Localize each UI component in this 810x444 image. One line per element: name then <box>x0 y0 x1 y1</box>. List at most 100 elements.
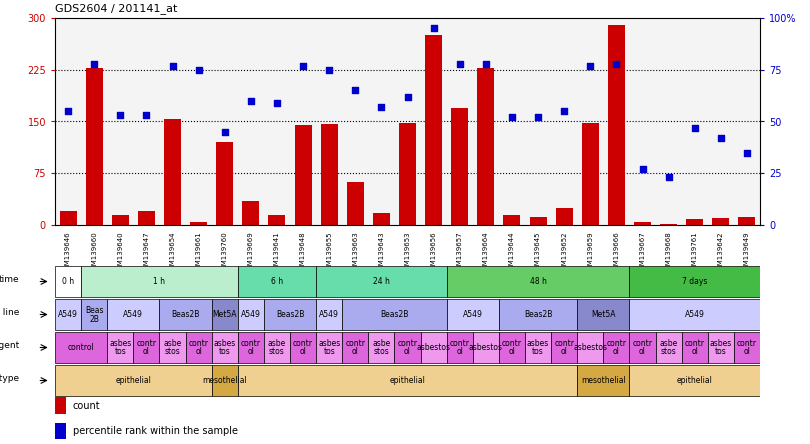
Text: time: time <box>0 275 19 284</box>
Bar <box>112 214 129 225</box>
Bar <box>211 299 238 330</box>
Text: control: control <box>68 343 95 352</box>
Bar <box>446 299 499 330</box>
Point <box>62 107 75 115</box>
Text: 0 h: 0 h <box>62 277 75 286</box>
Text: contr
ol: contr ol <box>241 338 261 357</box>
Point <box>662 174 675 181</box>
Point <box>87 60 100 67</box>
Text: contr
ol: contr ol <box>189 338 209 357</box>
Text: cell line: cell line <box>0 308 19 317</box>
Bar <box>160 332 185 363</box>
Bar <box>369 332 394 363</box>
Bar <box>290 332 316 363</box>
Bar <box>242 201 259 225</box>
Text: cell type: cell type <box>0 374 19 383</box>
Bar <box>525 332 551 363</box>
Text: contr
ol: contr ol <box>684 338 705 357</box>
Text: 6 h: 6 h <box>271 277 283 286</box>
Bar <box>629 332 655 363</box>
Point <box>140 112 153 119</box>
Text: A549: A549 <box>241 310 261 319</box>
Bar <box>473 332 499 363</box>
Bar <box>264 332 290 363</box>
Text: contr
ol: contr ol <box>136 338 156 357</box>
Text: contr
ol: contr ol <box>502 338 522 357</box>
Bar <box>682 332 708 363</box>
Bar <box>81 266 238 297</box>
Bar <box>603 332 629 363</box>
Text: count: count <box>73 400 100 411</box>
Text: asbe
stos: asbe stos <box>659 338 678 357</box>
Bar <box>107 332 134 363</box>
Text: agent: agent <box>0 341 19 350</box>
Text: asbestos: asbestos <box>573 343 608 352</box>
Text: contr
ol: contr ol <box>633 338 653 357</box>
Bar <box>55 332 107 363</box>
Text: epithelial: epithelial <box>390 376 425 385</box>
Bar <box>81 299 107 330</box>
Bar <box>394 332 420 363</box>
Text: asbestos: asbestos <box>469 343 503 352</box>
Bar <box>655 332 682 363</box>
Bar <box>446 332 473 363</box>
Bar <box>582 123 599 225</box>
Point <box>166 62 179 69</box>
Bar <box>86 67 103 225</box>
Text: mesothelial: mesothelial <box>202 376 247 385</box>
Text: mesothelial: mesothelial <box>581 376 625 385</box>
Bar <box>60 211 76 225</box>
Point <box>322 66 335 73</box>
Bar <box>660 224 677 225</box>
Point <box>401 93 414 100</box>
Bar <box>211 332 238 363</box>
Text: asbe
stos: asbe stos <box>164 338 181 357</box>
Bar <box>238 266 316 297</box>
Bar <box>347 182 364 225</box>
Bar <box>399 123 416 225</box>
Bar <box>629 365 760 396</box>
Point <box>558 107 571 115</box>
Text: contr
ol: contr ol <box>345 338 365 357</box>
Bar <box>578 299 629 330</box>
Text: Met5A: Met5A <box>591 310 616 319</box>
Point <box>271 99 284 107</box>
Text: asbe
stos: asbe stos <box>373 338 390 357</box>
Bar <box>556 208 573 225</box>
Bar <box>268 214 285 225</box>
Bar <box>739 217 756 225</box>
Text: A549: A549 <box>463 310 483 319</box>
Bar <box>238 299 264 330</box>
Point <box>531 114 544 121</box>
Bar <box>216 142 233 225</box>
Text: contr
ol: contr ol <box>293 338 313 357</box>
Point <box>218 128 231 135</box>
Text: Beas2B: Beas2B <box>276 310 305 319</box>
Bar <box>321 123 338 225</box>
Point <box>113 112 126 119</box>
Text: asbes
tos: asbes tos <box>109 338 131 357</box>
Bar <box>734 332 760 363</box>
Bar <box>446 266 629 297</box>
Point <box>454 60 467 67</box>
Text: Beas2B: Beas2B <box>524 310 552 319</box>
Bar <box>264 299 316 330</box>
Bar <box>55 299 81 330</box>
Point <box>427 25 440 32</box>
Text: Beas2B: Beas2B <box>172 310 200 319</box>
Text: asbes
tos: asbes tos <box>527 338 549 357</box>
Text: A549: A549 <box>319 310 339 319</box>
Bar <box>342 332 369 363</box>
Point <box>192 66 205 73</box>
Point <box>714 135 727 142</box>
Bar <box>238 332 264 363</box>
Bar <box>55 397 66 413</box>
Bar <box>164 119 181 225</box>
Bar <box>160 299 211 330</box>
Bar <box>211 365 238 396</box>
Bar <box>373 213 390 225</box>
Bar <box>712 218 729 225</box>
Bar <box>578 332 603 363</box>
Bar <box>634 222 651 225</box>
Bar <box>499 332 525 363</box>
